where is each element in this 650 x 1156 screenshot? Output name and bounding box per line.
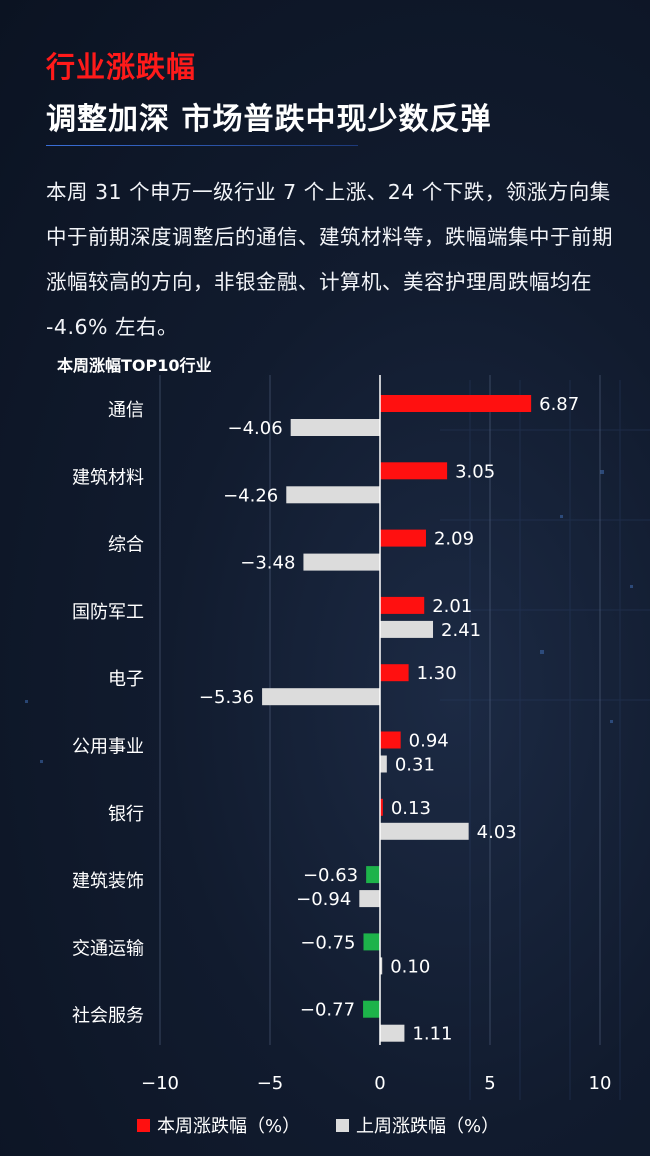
category-label: 综合 <box>108 535 144 556</box>
x-tick-label: −10 <box>141 1073 179 1094</box>
category-label: 社会服务 <box>72 1006 144 1027</box>
industry-bar-chart: 通信 6.87 −4.06 建筑材料 3.05 −4.26 综合 2.09 −3.48 国防军工 2… <box>72 375 612 1094</box>
data-label-this-week: 1.30 <box>417 663 457 684</box>
bar-this-week <box>363 1000 380 1018</box>
category-label: 电子 <box>108 669 144 690</box>
legend-swatch-last-week <box>336 1118 349 1132</box>
category-label: 公用事业 <box>72 737 144 758</box>
bar-last-week <box>380 620 434 638</box>
category-label: 银行 <box>108 804 144 825</box>
data-label-last-week: 0.31 <box>395 755 435 776</box>
bar-this-week <box>380 731 401 749</box>
data-label-last-week: −3.48 <box>240 553 295 574</box>
bar-last-week <box>359 890 380 908</box>
bar-this-week <box>380 798 383 816</box>
data-label-last-week: 1.11 <box>412 1024 452 1045</box>
category-label: 通信 <box>108 400 144 421</box>
title-divider <box>46 145 358 146</box>
data-label-this-week: 3.05 <box>455 461 495 482</box>
bar-this-week <box>380 664 409 682</box>
data-label-this-week: −0.77 <box>300 1000 355 1021</box>
legend-swatch-this-week <box>137 1118 150 1132</box>
bar-last-week <box>380 822 469 840</box>
bar-last-week <box>290 419 380 436</box>
data-label-this-week: 2.09 <box>434 529 474 550</box>
chart-legend: 本周涨跌幅（%） 上周涨跌幅（%） <box>0 1112 650 1140</box>
bar-last-week <box>380 755 387 773</box>
x-tick-label: 10 <box>589 1073 612 1094</box>
bar-last-week <box>286 486 380 504</box>
data-label-last-week: −5.36 <box>199 687 254 708</box>
x-tick-label: 5 <box>484 1073 495 1094</box>
data-label-last-week: 0.10 <box>390 956 430 977</box>
legend-item-this-week: 本周涨跌幅（%） <box>137 1112 300 1138</box>
summary-paragraph: 本周 31 个申万一级行业 7 个上涨、24 个下跌，领涨方向集中于前期深度调整… <box>46 180 613 339</box>
legend-item-last-week: 上周涨跌幅（%） <box>336 1112 499 1138</box>
data-label-last-week: 2.41 <box>441 620 481 641</box>
bar-this-week <box>380 529 426 547</box>
bar-this-week <box>380 596 425 614</box>
chart-title: 本周涨幅TOP10行业 <box>57 356 212 375</box>
x-tick-label: −5 <box>257 1073 284 1094</box>
bar-last-week <box>380 1024 405 1042</box>
data-label-this-week: 0.13 <box>391 798 431 819</box>
legend-label-last-week: 上周涨跌幅（%） <box>356 1116 500 1137</box>
x-tick-label: 0 <box>374 1073 385 1094</box>
bar-this-week <box>380 395 532 412</box>
headline: 调整加深 市场普跌中现少数反弹 <box>46 102 492 137</box>
category-label: 建筑装饰 <box>72 871 144 892</box>
bar-last-week <box>380 957 383 975</box>
data-label-this-week: 0.94 <box>409 731 449 752</box>
data-label-last-week: −4.26 <box>223 485 278 506</box>
data-label-this-week: 6.87 <box>539 394 579 415</box>
bar-last-week <box>303 553 380 571</box>
data-label-this-week: −0.63 <box>303 865 358 886</box>
data-label-last-week: 4.03 <box>477 822 517 843</box>
bar-last-week <box>262 688 380 706</box>
data-label-last-week: −0.94 <box>296 889 351 910</box>
category-label: 国防军工 <box>72 602 144 623</box>
data-label-this-week: −0.75 <box>300 932 355 953</box>
bar-this-week <box>363 933 380 951</box>
section-title: 行业涨跌幅 <box>46 50 197 84</box>
category-label: 建筑材料 <box>72 467 144 488</box>
bar-this-week <box>380 462 448 480</box>
legend-label-this-week: 本周涨跌幅（%） <box>157 1116 301 1137</box>
data-label-last-week: −4.06 <box>228 418 283 439</box>
category-label: 交通运输 <box>72 938 144 959</box>
data-label-this-week: 2.01 <box>432 596 472 617</box>
bar-this-week <box>366 866 380 884</box>
